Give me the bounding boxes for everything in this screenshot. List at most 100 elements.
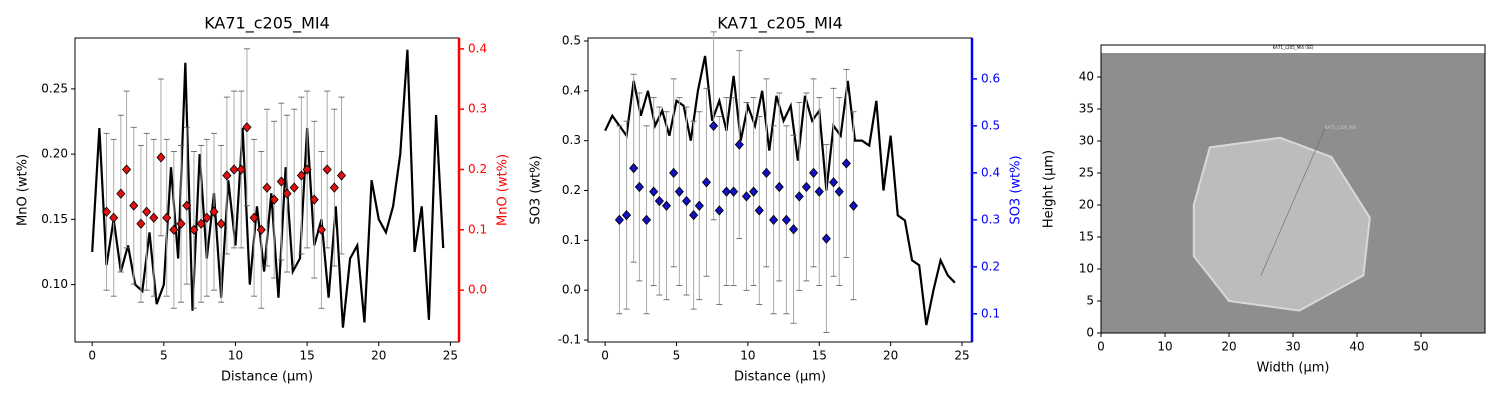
x-tick-label: 20 <box>371 349 386 363</box>
data-point <box>754 205 764 216</box>
y-tick-label: 20 <box>1079 198 1094 212</box>
y2-axis-label: SO3 (wt%) <box>1009 155 1024 224</box>
y-tick-label: 0 <box>1086 326 1094 340</box>
data-point <box>282 188 292 199</box>
data-point <box>848 200 859 211</box>
x-tick-label: 15 <box>299 349 314 363</box>
data-point <box>834 186 844 197</box>
data-point <box>769 214 779 225</box>
x-axis-label: Distance (µm) <box>221 370 313 385</box>
x-tick-label: 15 <box>812 349 827 363</box>
y-tick-label: 0.20 <box>41 147 68 161</box>
y-tick-label: 0.2 <box>562 183 581 197</box>
data-point <box>749 186 759 197</box>
data-point <box>242 122 252 133</box>
data-point <box>129 200 139 211</box>
inclusion <box>1192 136 1371 312</box>
data-point <box>101 206 112 217</box>
data-point <box>289 182 299 193</box>
data-point <box>714 205 724 216</box>
y-tick-label: 0.0 <box>562 283 581 297</box>
x-tick-label: 10 <box>1157 340 1172 354</box>
x-tick-label: 20 <box>883 349 898 363</box>
y2-tick-label: 0.2 <box>981 259 1000 273</box>
y-tick-label: 0.10 <box>41 277 68 291</box>
data-point <box>809 167 819 178</box>
data-point <box>729 186 739 197</box>
y-tick-label: 0.4 <box>562 83 581 97</box>
y-tick-label: 15 <box>1079 230 1094 244</box>
data-point <box>269 194 279 205</box>
data-point <box>689 210 699 221</box>
data-line <box>604 55 956 326</box>
data-point <box>821 233 831 244</box>
y-axis-label: MnO (wt%) <box>16 154 31 226</box>
y-tick-label: -0.1 <box>558 333 581 347</box>
image-title: KA71_c205_MI4 (SE) <box>1273 45 1314 50</box>
chart-title: KA71_c205_MI4 <box>717 14 843 34</box>
y2-tick-label: 0.1 <box>981 306 1000 320</box>
x-axis-label: Width (µm) <box>1257 361 1330 376</box>
data-point <box>629 163 639 174</box>
data-point <box>149 212 159 223</box>
x-tick-label: 0 <box>88 349 96 363</box>
x-tick-label: 20 <box>1221 340 1236 354</box>
y-axis-label: Height (µm) <box>1042 150 1057 228</box>
y2-tick-label: 0.4 <box>468 41 487 55</box>
x-tick-label: 25 <box>954 349 969 363</box>
data-point <box>216 218 226 229</box>
data-point <box>701 177 712 188</box>
y-tick-label: 0.3 <box>562 133 581 147</box>
x-tick-label: 5 <box>160 349 168 363</box>
data-point <box>336 170 347 181</box>
y-tick-label: 0.25 <box>41 81 68 95</box>
data-point <box>236 164 246 175</box>
data-point <box>828 177 839 188</box>
data-point <box>721 186 732 197</box>
chart-title: KA71_c205_MI4 <box>204 14 330 34</box>
annotation: KA71_c205_MI4 <box>1325 125 1357 130</box>
data-point <box>316 224 326 235</box>
data-point <box>156 152 166 163</box>
data-point <box>162 212 172 223</box>
y-axis-label: SO3 (wt%) <box>529 155 544 224</box>
y-tick-label: 35 <box>1079 102 1094 116</box>
data-point <box>789 224 799 235</box>
data-point <box>654 195 664 207</box>
data-point <box>814 186 824 197</box>
data-point <box>189 224 199 235</box>
data-point <box>209 206 219 217</box>
y-tick-label: 0.5 <box>562 33 581 47</box>
data-point <box>309 194 319 205</box>
y2-tick-label: 0.0 <box>468 283 487 297</box>
data-point <box>222 170 232 181</box>
profile-line <box>1260 128 1326 276</box>
x-tick-label: 5 <box>673 349 681 363</box>
data-point <box>122 164 132 175</box>
y2-tick-label: 0.3 <box>981 212 1000 226</box>
x-tick-label: 25 <box>443 349 458 363</box>
data-point <box>741 191 751 202</box>
x-axis-label: Distance (µm) <box>734 370 826 385</box>
data-point <box>322 164 332 175</box>
data-point <box>196 218 206 229</box>
y-tick-label: 40 <box>1079 70 1094 84</box>
y-tick-label: 0.1 <box>562 233 581 247</box>
data-point <box>109 212 119 223</box>
x-tick-label: 0 <box>1097 340 1105 354</box>
data-point <box>169 224 179 235</box>
x-tick-label: 40 <box>1349 340 1364 354</box>
data-point <box>674 186 684 197</box>
data-point <box>202 212 212 223</box>
x-tick-label: 0 <box>601 349 609 363</box>
data-point <box>176 218 186 229</box>
data-point <box>302 164 312 175</box>
data-point <box>841 158 851 169</box>
y2-tick-label: 0.4 <box>981 165 1000 179</box>
data-point <box>649 186 659 197</box>
data-point <box>249 212 259 223</box>
data-point <box>116 188 126 199</box>
y-tick-label: 5 <box>1086 294 1094 308</box>
data-point <box>734 139 744 150</box>
